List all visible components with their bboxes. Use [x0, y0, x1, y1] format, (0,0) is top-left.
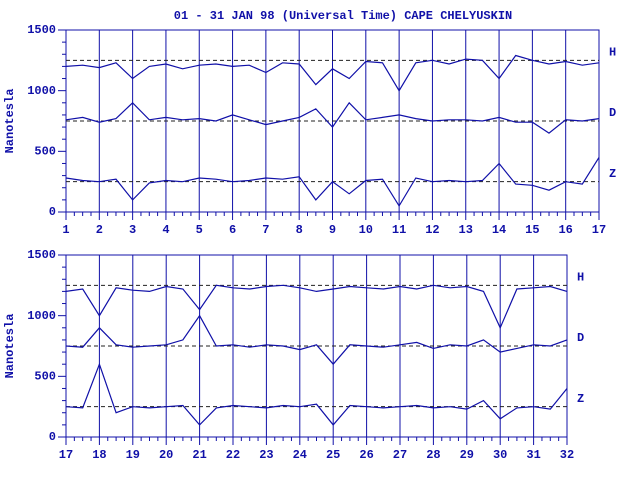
- trace: [65, 314, 568, 366]
- y-tick-label: 1000: [27, 84, 56, 98]
- x-tick-label: 25: [326, 448, 340, 462]
- series-label: Z: [577, 392, 584, 406]
- x-tick-label: 31: [526, 448, 540, 462]
- x-tick-label: 21: [192, 448, 206, 462]
- x-tick-label: 26: [359, 448, 373, 462]
- x-tick-label: 30: [493, 448, 507, 462]
- trace: [65, 284, 568, 330]
- x-tick-label: 13: [459, 223, 473, 237]
- x-tick-label: 1: [62, 223, 69, 237]
- y-tick-label: 1500: [27, 248, 56, 262]
- x-tick-label: 6: [229, 223, 236, 237]
- x-tick-label: 4: [162, 223, 169, 237]
- x-tick-label: 22: [226, 448, 240, 462]
- x-tick-label: 20: [159, 448, 173, 462]
- trace: [65, 101, 600, 134]
- y-tick-label: 0: [49, 430, 56, 444]
- x-tick-label: 2: [96, 223, 103, 237]
- x-tick-label: 7: [262, 223, 269, 237]
- y-axis-label: Nanotesla: [3, 89, 17, 154]
- x-tick-label: 14: [492, 223, 506, 237]
- series-label: H: [609, 46, 616, 60]
- x-tick-label: 24: [293, 448, 307, 462]
- x-tick-label: 5: [196, 223, 203, 237]
- y-tick-label: 1000: [27, 309, 56, 323]
- x-tick-label: 27: [393, 448, 407, 462]
- y-axis-label: Nanotesla: [3, 314, 17, 379]
- x-tick-label: 28: [426, 448, 440, 462]
- x-tick-label: 9: [329, 223, 336, 237]
- x-tick-label: 19: [126, 448, 140, 462]
- series-label: H: [577, 271, 584, 285]
- x-tick-label: 15: [525, 223, 539, 237]
- y-tick-label: 500: [34, 145, 56, 159]
- trace: [65, 157, 600, 208]
- trace: [65, 54, 600, 92]
- y-tick-label: 1500: [27, 23, 56, 37]
- x-tick-label: 17: [592, 223, 606, 237]
- x-tick-label: 32: [560, 448, 574, 462]
- series-label: D: [577, 331, 584, 345]
- x-tick-label: 29: [460, 448, 474, 462]
- y-tick-label: 0: [49, 205, 56, 219]
- x-tick-label: 17: [59, 448, 73, 462]
- trace: [65, 362, 568, 426]
- x-tick-label: 11: [392, 223, 406, 237]
- x-tick-label: 23: [259, 448, 273, 462]
- series-label: D: [609, 106, 616, 120]
- x-tick-label: 12: [425, 223, 439, 237]
- series-label: Z: [609, 167, 616, 181]
- x-tick-label: 3: [129, 223, 136, 237]
- x-tick-label: 18: [92, 448, 106, 462]
- x-tick-label: 10: [359, 223, 373, 237]
- chart-title: 01 - 31 JAN 98 (Universal Time) CAPE CHE…: [174, 9, 512, 23]
- x-tick-label: 8: [296, 223, 303, 237]
- x-tick-label: 16: [558, 223, 572, 237]
- y-tick-label: 500: [34, 370, 56, 384]
